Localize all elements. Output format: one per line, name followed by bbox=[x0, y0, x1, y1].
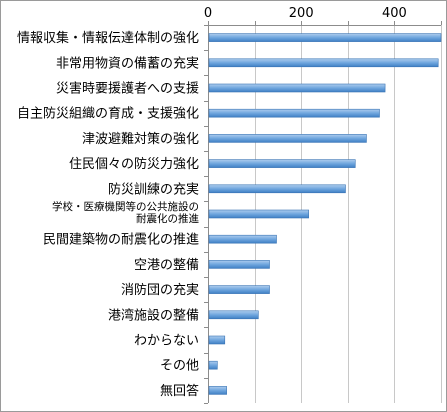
category-label: 災害時要援護者への支援 bbox=[56, 81, 199, 97]
category-label: 港湾施設の整備 bbox=[108, 307, 199, 323]
bar bbox=[208, 134, 367, 143]
bar bbox=[208, 260, 270, 269]
category-label: 民間建築物の耐震化の推進 bbox=[43, 233, 199, 248]
category-label: その他 bbox=[160, 359, 199, 374]
x-tick-label: 400 bbox=[382, 6, 407, 21]
bar bbox=[208, 234, 277, 244]
category-label: 空港の整備 bbox=[134, 257, 199, 273]
category-label: 学校・医療機関等の公共施設の bbox=[52, 200, 199, 213]
axes bbox=[204, 21, 442, 404]
bar bbox=[208, 184, 346, 194]
category-label: 非常用物資の備蓄の充実 bbox=[56, 55, 199, 71]
bar bbox=[208, 159, 356, 168]
bar bbox=[208, 209, 309, 219]
category-label: 消防団の充実 bbox=[121, 282, 199, 298]
category-labels: 情報収集・情報伝達体制の強化非常用物資の備蓄の充実災害時要援護者への支援自主防災… bbox=[17, 30, 200, 399]
bar bbox=[208, 108, 380, 118]
x-tick-label: 0 bbox=[204, 6, 212, 21]
bar bbox=[208, 386, 227, 395]
category-label: 耐震化の推進 bbox=[136, 212, 199, 225]
bars bbox=[208, 33, 442, 395]
category-label: わからない bbox=[134, 334, 199, 349]
bar bbox=[208, 310, 259, 320]
bar bbox=[208, 335, 226, 345]
category-label: 住民個々の防災力強化 bbox=[69, 156, 199, 172]
x-tick-label: 200 bbox=[289, 6, 314, 21]
category-label: 無回答 bbox=[160, 383, 199, 399]
bar bbox=[208, 83, 386, 93]
bar bbox=[208, 33, 442, 42]
x-tick-labels: 0 200 400 bbox=[204, 6, 407, 21]
category-label: 自主防災組織の育成・支援強化 bbox=[17, 106, 199, 122]
bar bbox=[208, 58, 439, 68]
category-label: 津波避難対策の強化 bbox=[82, 131, 199, 147]
bar bbox=[208, 285, 270, 294]
category-label: 情報収集・情報伝達体制の強化 bbox=[17, 30, 199, 46]
category-label: 防災訓練の充実 bbox=[108, 181, 199, 197]
bar bbox=[208, 360, 218, 370]
